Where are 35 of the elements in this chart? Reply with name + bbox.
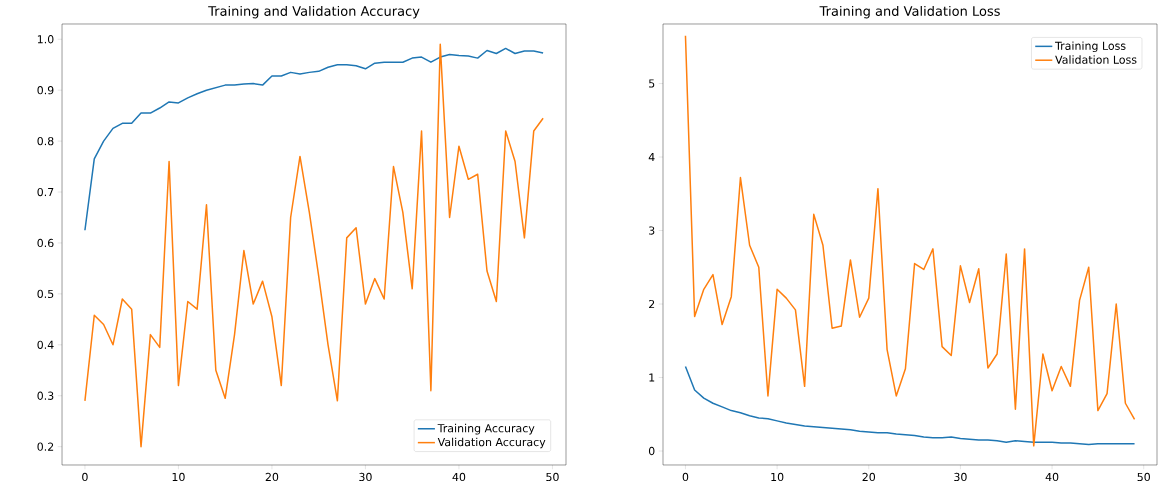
x-tick-label: 40 <box>1045 472 1059 482</box>
y-tick-label: 0.9 <box>37 86 54 95</box>
x-tick-label: 30 <box>954 472 967 482</box>
chart-title: Training and Validation Loss <box>819 5 1000 19</box>
y-tick-label: 0.4 <box>37 340 54 349</box>
x-tick-label: 0 <box>82 472 88 482</box>
y-tick-label: 3 <box>649 226 655 235</box>
y-tick-label: 1 <box>649 373 655 382</box>
chart-title: Training and Validation Accuracy <box>208 5 420 19</box>
line-series <box>84 43 544 448</box>
line-series <box>684 35 1136 447</box>
x-tick-label: 10 <box>771 472 784 482</box>
legend-label: Training Loss <box>1055 41 1126 53</box>
x-tick-label: 40 <box>452 472 466 482</box>
y-tick-label: 0.7 <box>37 187 54 197</box>
y-tick-label: 1.0 <box>37 35 54 44</box>
y-tick-label: 0.8 <box>37 136 54 146</box>
y-tick-label: 0.3 <box>37 391 54 400</box>
x-tick-label: 20 <box>265 472 279 482</box>
x-tick-label: 0 <box>682 472 689 482</box>
legend-label: Validation Accuracy <box>437 437 546 449</box>
x-tick-label: 10 <box>172 472 185 482</box>
y-tick-label: 0 <box>648 446 655 456</box>
y-tick-label: 2 <box>649 299 655 309</box>
y-tick-label: 0.6 <box>37 238 54 248</box>
y-tick-label: 0.5 <box>37 289 54 299</box>
x-tick-label: 30 <box>359 472 372 482</box>
x-tick-label: 20 <box>862 472 876 482</box>
y-tick-label: 0.2 <box>37 442 54 451</box>
x-tick-label: 50 <box>1137 472 1150 482</box>
legend-label: Training Accuracy <box>437 423 535 435</box>
y-tick-label: 4 <box>648 153 655 162</box>
x-tick-label: 50 <box>546 472 559 482</box>
legend-label: Validation Loss <box>1055 55 1137 64</box>
y-tick-label: 5 <box>649 79 655 88</box>
